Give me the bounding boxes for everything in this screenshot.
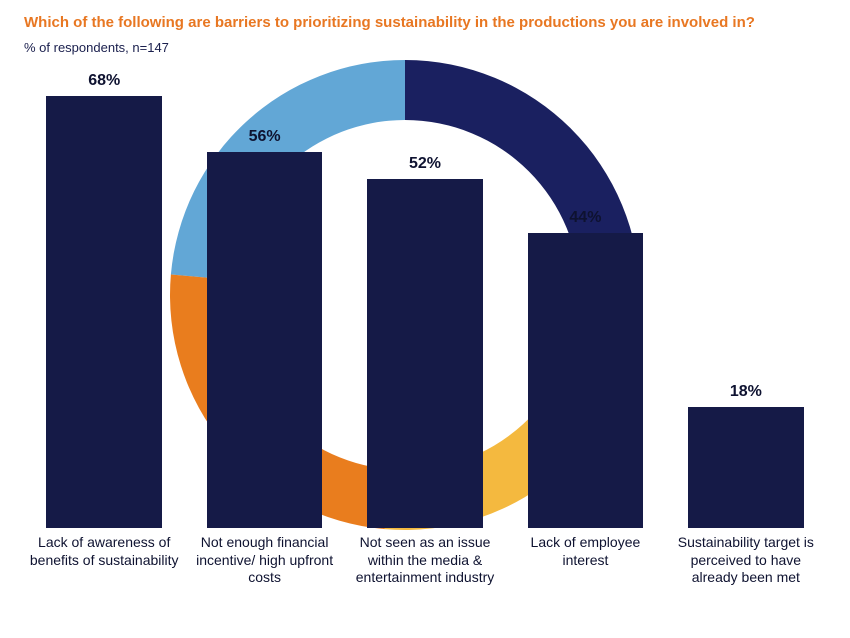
bar-slot: 68%: [24, 72, 184, 528]
bar-value-label: 56%: [249, 128, 281, 146]
chart-canvas: Which of the following are barriers to p…: [0, 0, 850, 638]
bar-rect: [688, 407, 803, 528]
bar-value-label: 68%: [88, 72, 120, 90]
bar-category-label: Lack of employee interest: [505, 528, 665, 608]
bar-rect: [528, 233, 643, 528]
bar-category-label: Not enough financial incentive/ high upf…: [184, 528, 344, 608]
plot-area: 68% 56% 52% 44% 18% Lack of awareness of ben…: [24, 72, 826, 608]
bar-rect: [207, 152, 322, 528]
bar-category-label: Lack of awareness of benefits of sustain…: [24, 528, 184, 608]
bar-slot: 56%: [184, 72, 344, 528]
bar-category-label: Sustainability target is perceived to ha…: [666, 528, 826, 608]
chart-title: Which of the following are barriers to p…: [24, 14, 755, 31]
bar-category-label: Not seen as an issue within the media & …: [345, 528, 505, 608]
bar-slot: 52%: [345, 72, 505, 528]
bar-slot: 44%: [505, 72, 665, 528]
bar-value-label: 18%: [730, 383, 762, 401]
bar-rect: [46, 96, 161, 528]
bar-value-label: 52%: [409, 155, 441, 173]
bars-container: 68% 56% 52% 44% 18%: [24, 72, 826, 528]
bar-rect: [367, 179, 482, 528]
chart-subtitle: % of respondents, n=147: [24, 40, 169, 55]
bar-value-label: 44%: [569, 209, 601, 227]
xlabels-container: Lack of awareness of benefits of sustain…: [24, 528, 826, 608]
bar-slot: 18%: [666, 72, 826, 528]
